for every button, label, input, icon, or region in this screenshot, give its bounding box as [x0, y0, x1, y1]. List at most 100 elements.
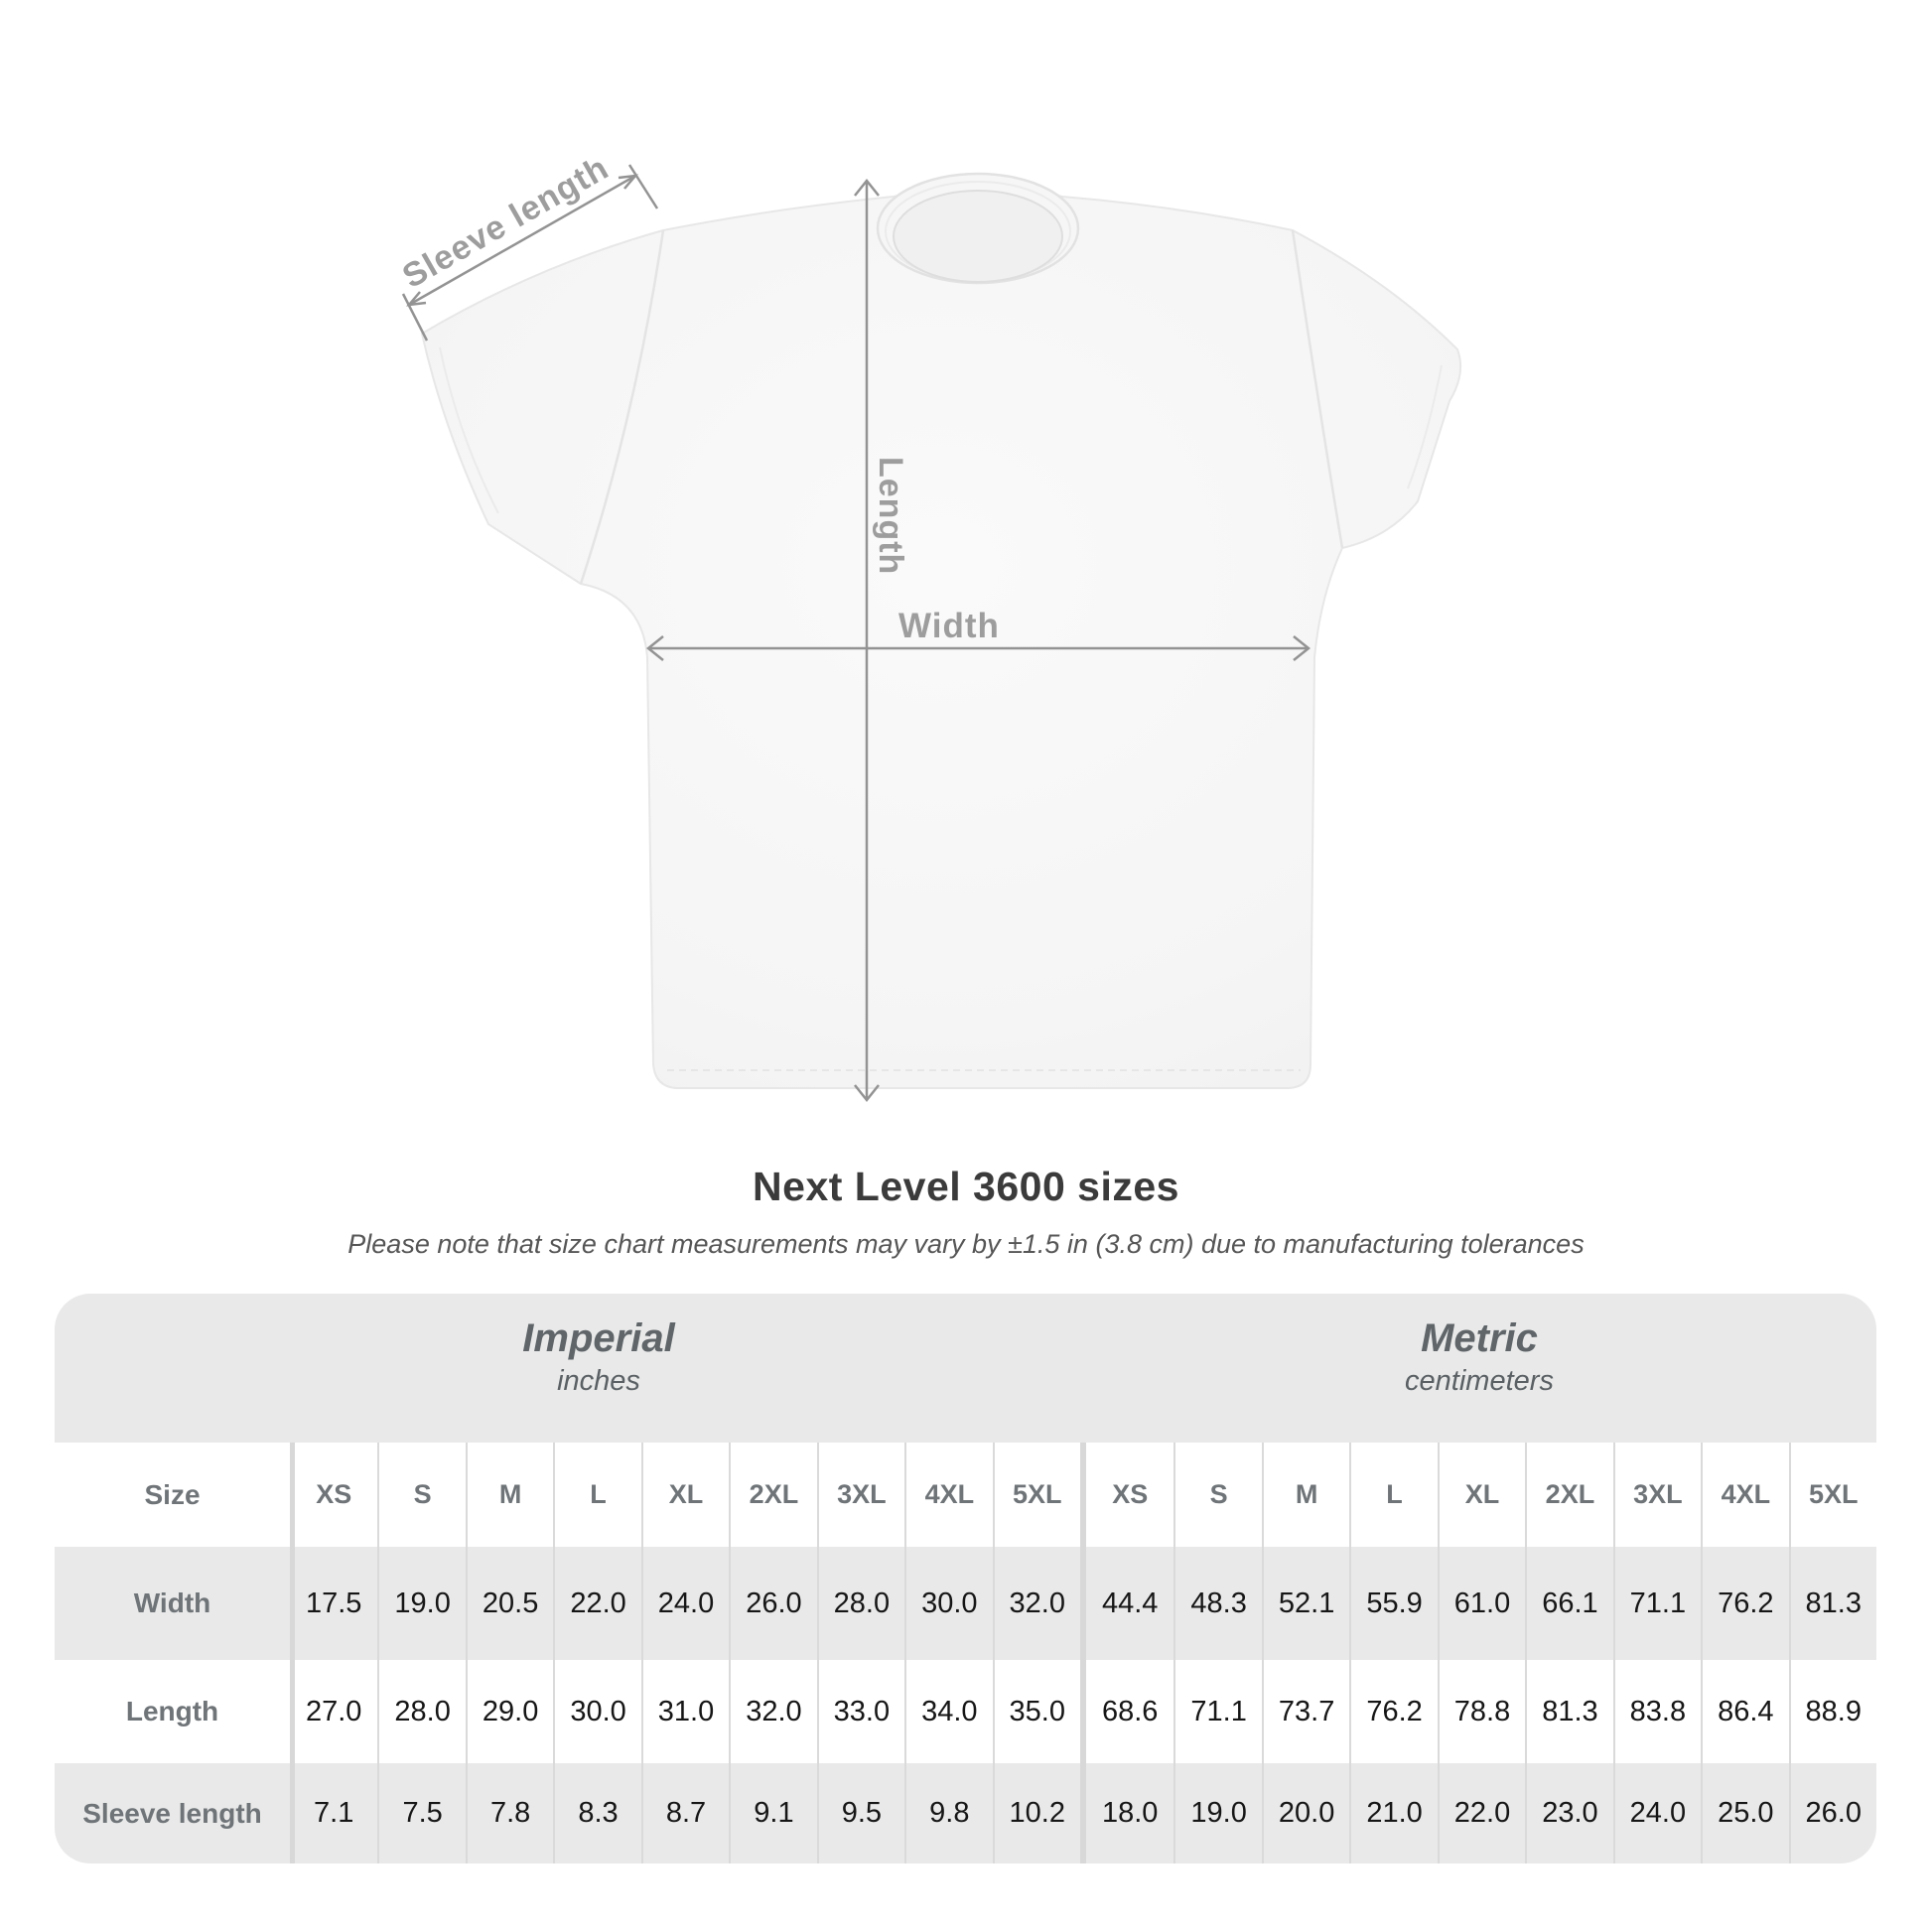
imperial-header: Imperial inches — [522, 1315, 674, 1401]
value-cell: 81.3 — [1525, 1660, 1612, 1763]
table-header-row: Size XS S M L XL 2XL 3XL 4XL 5XL XS S M … — [55, 1443, 1876, 1547]
value-cell: 7.8 — [465, 1763, 553, 1863]
width-arrow — [645, 635, 1311, 661]
unit-header-band: Imperial inches Metric centimeters — [55, 1294, 1876, 1443]
imperial-title: Imperial — [522, 1316, 675, 1360]
size-header-cell: 2XL — [729, 1443, 816, 1547]
size-header-cell: M — [465, 1443, 553, 1547]
value-cell: 33.0 — [816, 1660, 904, 1763]
value-cell: 30.0 — [904, 1547, 992, 1660]
value-cell: 21.0 — [1349, 1763, 1437, 1863]
size-header-cell: S — [377, 1443, 465, 1547]
value-cell: 71.1 — [1173, 1660, 1261, 1763]
left-cuff-stitch — [439, 346, 499, 514]
value-cell: 22.0 — [553, 1547, 640, 1660]
value-cell: 32.0 — [992, 1547, 1080, 1660]
value-cell: 68.6 — [1101, 1695, 1159, 1727]
label-column-divider — [290, 1443, 295, 1863]
table-row-width: Width 17.5 19.0 20.5 22.0 24.0 26.0 28.0… — [55, 1547, 1876, 1660]
value-cell: 23.0 — [1525, 1763, 1612, 1863]
value-cell: 18.0 — [1101, 1797, 1159, 1829]
value-cell: 34.0 — [904, 1660, 992, 1763]
value-cell: 76.2 — [1701, 1547, 1788, 1660]
value-cell: 28.0 — [377, 1660, 465, 1763]
value-cell: 20.0 — [1261, 1763, 1349, 1863]
value-cell: 28.0 — [816, 1547, 904, 1660]
value-cell: 7.1 — [314, 1797, 354, 1829]
value-cell: 52.1 — [1261, 1547, 1349, 1660]
size-header-cell: 4XL — [1701, 1443, 1788, 1547]
value-cell: 10.2 — [992, 1763, 1080, 1863]
value-cell: 27.0 — [305, 1695, 362, 1727]
size-header-cell: 3XL — [816, 1443, 904, 1547]
size-header-cell: S — [1173, 1443, 1261, 1547]
length-label: Length — [872, 457, 909, 575]
metric-header: Metric centimeters — [1405, 1315, 1554, 1401]
value-cell: 9.1 — [729, 1763, 816, 1863]
size-header-cell: XL — [640, 1443, 729, 1547]
value-cell: 24.0 — [1612, 1763, 1701, 1863]
value-cell: 71.1 — [1612, 1547, 1701, 1660]
value-cell: 26.0 — [1788, 1763, 1876, 1863]
row-label: Sleeve length — [82, 1797, 262, 1829]
imperial-unit: inches — [557, 1365, 640, 1397]
unit-divider — [1079, 1660, 1086, 1763]
size-header-cell: XS — [316, 1479, 352, 1509]
left-armhole-seam — [579, 229, 665, 585]
value-cell: 19.0 — [377, 1547, 465, 1660]
length-arrow — [854, 178, 880, 1103]
value-cell: 30.0 — [553, 1660, 640, 1763]
size-header-cell: 2XL — [1525, 1443, 1612, 1547]
value-cell: 86.4 — [1701, 1660, 1788, 1763]
value-cell: 81.3 — [1788, 1547, 1876, 1660]
value-cell: 8.7 — [640, 1763, 729, 1863]
value-cell: 24.0 — [640, 1547, 729, 1660]
value-cell: 61.0 — [1437, 1547, 1525, 1660]
tshirt-body — [420, 186, 1462, 1089]
value-cell: 9.5 — [816, 1763, 904, 1863]
value-cell: 25.0 — [1701, 1763, 1788, 1863]
right-cuff-stitch — [1407, 364, 1443, 489]
value-cell: 78.8 — [1437, 1660, 1525, 1763]
value-cell: 35.0 — [992, 1660, 1080, 1763]
size-header-cell: 5XL — [1788, 1443, 1876, 1547]
width-label: Width — [898, 607, 1000, 645]
size-label-cell: Size — [144, 1478, 201, 1510]
metric-title: Metric — [1421, 1316, 1538, 1360]
size-chart-table: Imperial inches Metric centimeters Size … — [55, 1294, 1876, 1863]
value-cell: 88.9 — [1788, 1660, 1876, 1763]
size-header-cell: 4XL — [904, 1443, 992, 1547]
right-armhole-seam — [1291, 229, 1344, 549]
metric-unit: centimeters — [1405, 1365, 1554, 1397]
value-cell: 9.8 — [904, 1763, 992, 1863]
size-header-cell: M — [1261, 1443, 1349, 1547]
value-cell: 73.7 — [1261, 1660, 1349, 1763]
unit-divider — [1079, 1763, 1086, 1863]
value-cell: 55.9 — [1349, 1547, 1437, 1660]
table-row-length: Length 27.0 28.0 29.0 30.0 31.0 32.0 33.… — [55, 1660, 1876, 1763]
unit-divider — [1079, 1443, 1086, 1547]
row-label: Width — [133, 1587, 211, 1618]
value-cell: 22.0 — [1437, 1763, 1525, 1863]
value-cell: 8.3 — [553, 1763, 640, 1863]
value-cell: 29.0 — [465, 1660, 553, 1763]
unit-divider — [1079, 1547, 1086, 1660]
tshirt-graphic — [420, 172, 1462, 1089]
value-cell: 83.8 — [1612, 1660, 1701, 1763]
value-cell: 31.0 — [640, 1660, 729, 1763]
value-cell: 44.4 — [1101, 1587, 1159, 1619]
value-cell: 19.0 — [1173, 1763, 1261, 1863]
value-cell: 20.5 — [465, 1547, 553, 1660]
collar-opening — [893, 190, 1063, 283]
value-cell: 76.2 — [1349, 1660, 1437, 1763]
size-header-cell: L — [1349, 1443, 1437, 1547]
value-cell: 7.5 — [377, 1763, 465, 1863]
row-label: Length — [125, 1696, 219, 1726]
value-cell: 66.1 — [1525, 1547, 1612, 1660]
size-header-cell: XL — [1437, 1443, 1525, 1547]
size-header-cell: 5XL — [992, 1443, 1080, 1547]
value-cell: 26.0 — [729, 1547, 816, 1660]
size-header-cell: 3XL — [1612, 1443, 1701, 1547]
tshirt-size-diagram: Sleeve length Length Width — [396, 149, 1462, 1103]
value-cell: 48.3 — [1173, 1547, 1261, 1660]
